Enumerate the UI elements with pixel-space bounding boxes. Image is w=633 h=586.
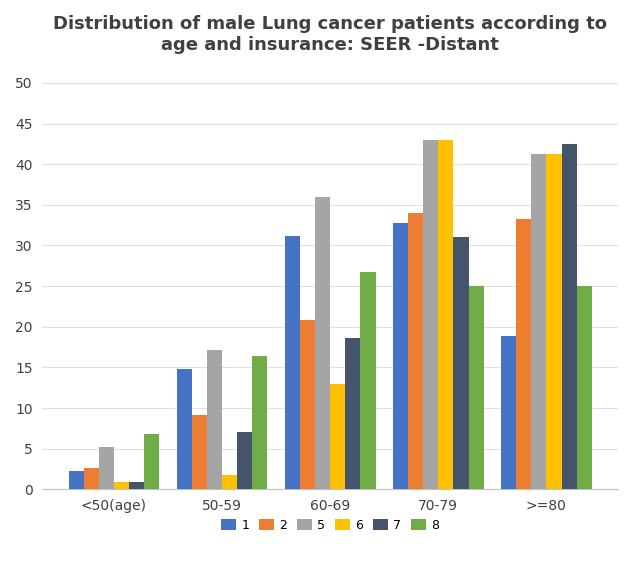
Bar: [330, 384, 346, 489]
Legend: 1, 2, 5, 6, 7, 8: 1, 2, 5, 6, 7, 8: [216, 514, 444, 537]
Bar: [207, 349, 222, 489]
Bar: [253, 356, 268, 489]
Bar: [468, 286, 484, 489]
Bar: [68, 471, 84, 489]
Bar: [237, 432, 253, 489]
Bar: [285, 236, 300, 489]
Bar: [99, 447, 114, 489]
Bar: [144, 434, 160, 489]
Bar: [501, 336, 516, 489]
Bar: [453, 237, 468, 489]
Bar: [546, 154, 561, 489]
Bar: [300, 320, 315, 489]
Bar: [408, 213, 423, 489]
Bar: [129, 482, 144, 489]
Bar: [222, 475, 237, 489]
Bar: [360, 272, 375, 489]
Bar: [84, 468, 99, 489]
Bar: [438, 140, 453, 489]
Bar: [393, 223, 408, 489]
Bar: [423, 140, 438, 489]
Bar: [561, 144, 577, 489]
Bar: [315, 197, 330, 489]
Bar: [114, 482, 129, 489]
Bar: [346, 338, 360, 489]
Bar: [177, 369, 192, 489]
Title: Distribution of male Lung cancer patients according to
age and insurance: SEER -: Distribution of male Lung cancer patient…: [53, 15, 607, 54]
Bar: [577, 286, 592, 489]
Bar: [192, 414, 207, 489]
Bar: [531, 154, 546, 489]
Bar: [516, 220, 531, 489]
